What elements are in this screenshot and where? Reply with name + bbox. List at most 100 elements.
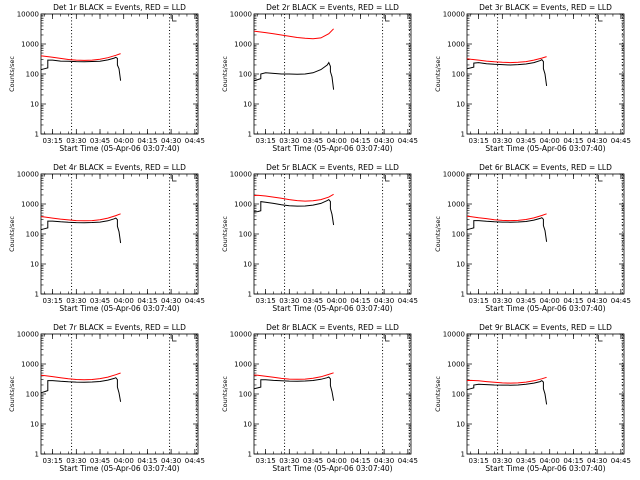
chart-panel: Det 7r BLACK = Events, RED = LLD 1 10 100 10… [8,323,205,473]
x-tick-label: 04:00 [114,297,134,305]
x-tick-label: 04:00 [327,457,347,465]
x-tick-label: 04:45 [611,457,631,465]
y-tick-label: 100 [239,231,252,239]
x-tick-label: 04:15 [350,297,370,305]
x-tick-label: 04:15 [137,457,157,465]
x-tick-label: 03:15 [255,137,275,145]
chart-title: Det 4r BLACK = Events, RED = LLD [53,163,186,172]
y-tick-label: 10 [456,421,465,429]
bracket-marker [598,15,603,22]
x-tick-label: 03:30 [66,457,86,465]
x-tick-label: 04:15 [563,457,583,465]
y-tick-label: 1 [248,451,252,459]
y-axis-label: Counts/sec [434,376,442,412]
bracket-marker [172,15,177,22]
y-tick-label: 10000 [230,171,252,179]
y-axis-label: Counts/sec [221,216,229,252]
x-tick-label: 03:30 [279,297,299,305]
y-axis-label: Counts/sec [434,56,442,92]
x-tick-label: 04:00 [540,297,560,305]
y-tick-label: 1000 [21,41,39,49]
x-tick-label: 03:45 [516,297,536,305]
series-line-lld [40,213,121,222]
series-line-lld [40,53,121,61]
y-tick-label: 10000 [17,331,39,339]
x-tick-label: 04:45 [398,297,418,305]
plot-frame [253,173,412,295]
chart-title: Det 1r BLACK = Events, RED = LLD [53,3,186,12]
x-tick-label: 04:30 [161,137,181,145]
x-axis-label: Start Time (05-Apr-06 03:07:40) [59,144,179,153]
x-tick-label: 04:15 [563,137,583,145]
x-tick-label: 04:15 [563,297,583,305]
x-tick-label: 03:45 [516,457,536,465]
y-axis-label: Counts/sec [434,216,442,252]
x-tick-label: 04:00 [327,297,347,305]
y-tick-label: 10000 [230,11,252,19]
series-line-lld [40,372,121,381]
chart-panel: Det 3r BLACK = Events, RED = LLD 1 10 100 10… [434,3,631,153]
y-tick-label: 10000 [443,331,465,339]
series-line-events [253,61,335,90]
x-tick-label: 03:15 [42,297,62,305]
x-tick-label: 04:15 [137,137,157,145]
y-tick-label: 10000 [443,171,465,179]
y-tick-label: 1 [248,291,252,299]
x-axis-label: Start Time (05-Apr-06 03:07:40) [59,304,179,313]
x-tick-label: 04:45 [611,137,631,145]
y-axis-label: Counts/sec [8,56,16,92]
x-tick-label: 03:45 [90,137,110,145]
y-tick-label: 10000 [230,331,252,339]
x-tick-label: 03:30 [492,457,512,465]
series-line-events [253,376,335,401]
y-tick-label: 100 [26,71,39,79]
y-tick-label: 1 [461,291,465,299]
chart-title: Det 6r BLACK = Events, RED = LLD [479,163,612,172]
series-line-events [40,56,122,81]
series-line-lld [466,56,547,64]
x-tick-label: 04:15 [350,457,370,465]
x-tick-label: 03:15 [468,297,488,305]
x-tick-label: 04:30 [374,457,394,465]
y-tick-label: 10 [30,101,39,109]
y-tick-label: 100 [26,231,39,239]
y-tick-label: 100 [452,71,465,79]
y-tick-label: 10 [243,101,252,109]
series-line-events [466,379,548,405]
x-tick-label: 03:15 [42,137,62,145]
y-tick-label: 1 [35,131,39,139]
x-tick-label: 03:45 [90,297,110,305]
y-tick-label: 1000 [21,361,39,369]
x-tick-label: 03:45 [303,137,323,145]
x-tick-label: 04:00 [540,457,560,465]
chart-panel: Det 8r BLACK = Events, RED = LLD 1 10 100 10… [221,323,418,473]
chart-title: Det 2r BLACK = Events, RED = LLD [266,3,399,12]
x-tick-label: 04:00 [540,137,560,145]
x-axis-label: Start Time (05-Apr-06 03:07:40) [485,144,605,153]
bracket-marker [385,175,390,182]
x-tick-label: 04:30 [374,297,394,305]
y-tick-label: 10 [456,101,465,109]
x-tick-label: 04:30 [161,457,181,465]
y-tick-label: 10 [243,421,252,429]
x-tick-label: 03:15 [255,457,275,465]
x-tick-label: 03:30 [492,137,512,145]
series-line-lld [466,213,547,222]
series-line-events [253,198,335,226]
y-tick-label: 1000 [21,201,39,209]
y-tick-label: 10 [243,261,252,269]
x-tick-label: 04:30 [374,137,394,145]
y-tick-label: 100 [26,391,39,399]
x-tick-label: 04:45 [185,457,205,465]
x-tick-label: 03:15 [468,137,488,145]
x-tick-label: 04:30 [587,137,607,145]
x-tick-label: 04:00 [327,137,347,145]
chart-panel: Det 5r BLACK = Events, RED = LLD 1 10 100 10… [221,163,418,313]
x-tick-label: 03:30 [279,137,299,145]
y-tick-label: 10 [30,421,39,429]
chart-title: Det 7r BLACK = Events, RED = LLD [53,323,186,332]
x-tick-label: 04:15 [350,137,370,145]
x-axis-label: Start Time (05-Apr-06 03:07:40) [272,464,392,473]
x-tick-label: 04:00 [114,137,134,145]
bracket-marker [172,335,177,342]
